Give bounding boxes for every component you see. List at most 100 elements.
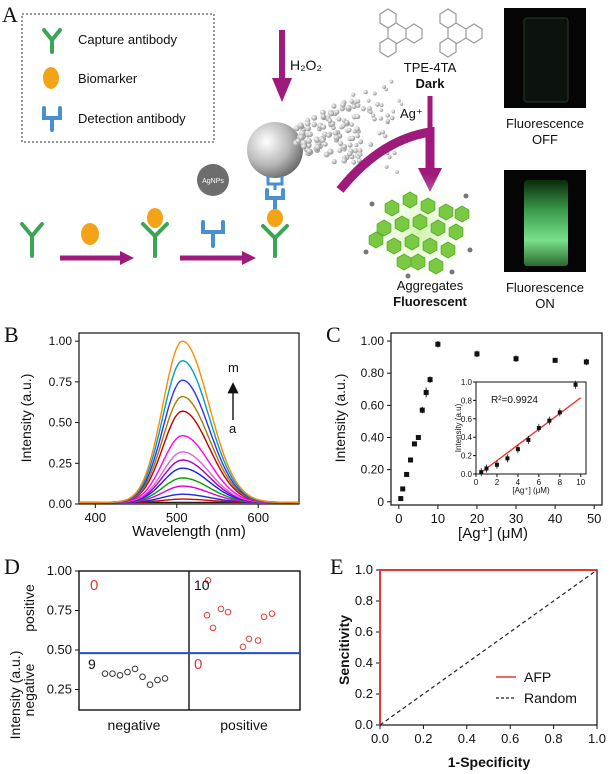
silver-particle bbox=[304, 120, 311, 127]
c-xtick-label: 0 bbox=[395, 511, 402, 526]
b-xlabel: Wavelength (nm) bbox=[132, 523, 246, 540]
silver-particle bbox=[375, 102, 380, 107]
silver-particle bbox=[351, 159, 357, 165]
silver-particle bbox=[379, 108, 384, 112]
e-lines bbox=[379, 569, 598, 726]
panel-a: A Capture antibody Biomarker Detection a… bbox=[2, 2, 586, 311]
c-point bbox=[427, 377, 433, 383]
b-spectrum-line bbox=[79, 360, 299, 504]
d-positive-point bbox=[239, 643, 247, 651]
silver-particle bbox=[378, 116, 384, 121]
silver-particle bbox=[336, 116, 342, 122]
d-xlabel-left: negative bbox=[108, 717, 161, 733]
silver-particle bbox=[306, 138, 312, 144]
ag-label: Ag⁺ bbox=[400, 106, 423, 121]
c-inset-ytick-label: 0.4 bbox=[461, 433, 473, 442]
e-xlabel: 1-Specificity bbox=[448, 754, 531, 770]
silver-particle bbox=[320, 137, 326, 143]
e-ylabel: Sencitivity bbox=[336, 615, 352, 685]
panel-e: E 0.0 0.2 0.4 0.6 0.8 1.0 0.0 0.2 0.4 0.6 0.8 1.0 A… bbox=[330, 554, 606, 770]
silver-particle bbox=[353, 148, 358, 154]
d-positive-point bbox=[224, 608, 232, 616]
silver-particle bbox=[320, 109, 326, 116]
c-point bbox=[423, 389, 429, 395]
fluor-off-line2: OFF bbox=[532, 132, 558, 147]
b-ytick-label: 0.75 bbox=[49, 375, 73, 389]
silver-particle bbox=[297, 122, 304, 129]
d-negative-point bbox=[154, 676, 161, 684]
silver-particle bbox=[372, 91, 377, 96]
silver-particle bbox=[384, 87, 389, 92]
workflow-biomarker-icon bbox=[81, 223, 99, 245]
d-ylabel-neg: negative bbox=[21, 663, 37, 716]
c-ylabel: Intensity (a.u.) bbox=[332, 374, 348, 463]
e-xtick-label: 0.8 bbox=[545, 731, 563, 746]
workflow-arrowhead-2 bbox=[242, 251, 256, 265]
e-xtick-label: 1.0 bbox=[588, 731, 606, 746]
workflow-capture-bound-icon bbox=[141, 208, 169, 258]
d-positive-point bbox=[268, 610, 276, 617]
silver-particle bbox=[385, 118, 391, 123]
fluor-off-line1: Fluorescence bbox=[506, 116, 584, 131]
silver-particle bbox=[354, 126, 360, 132]
c-point bbox=[400, 486, 406, 492]
aggregate-ring bbox=[440, 241, 456, 259]
e-xtick-label: 0.0 bbox=[371, 731, 389, 746]
silver-particle bbox=[382, 84, 387, 89]
aggregate-ring bbox=[386, 237, 402, 255]
c-point bbox=[398, 496, 404, 502]
c-point bbox=[583, 359, 589, 365]
silver-particle bbox=[360, 106, 366, 112]
silver-particle bbox=[321, 124, 327, 130]
capture-antibody-icon bbox=[42, 28, 62, 54]
silver-particle bbox=[354, 142, 359, 148]
b-axes bbox=[78, 332, 300, 505]
c-inset-xtick-label: 4 bbox=[516, 478, 521, 487]
d-ytick-label: 1.00 bbox=[47, 563, 72, 578]
workflow-detection-icon bbox=[201, 220, 225, 248]
c-inset-xtick-label: 8 bbox=[558, 478, 563, 487]
aggregate-ring bbox=[448, 223, 464, 241]
b-ticks: 400 500 600 0.00 0.25 0.50 0.75 1.00 bbox=[49, 334, 269, 525]
silver-particle bbox=[371, 113, 376, 118]
e-xtick-label: 0.6 bbox=[501, 731, 519, 746]
c-inset-point bbox=[536, 426, 541, 430]
b-spectrum-line bbox=[79, 410, 299, 504]
c-axes bbox=[390, 332, 603, 506]
silver-particle bbox=[379, 103, 384, 108]
silver-particle bbox=[357, 148, 363, 154]
silver-particle bbox=[363, 89, 368, 95]
d-xlabel-right: positive bbox=[220, 717, 268, 733]
silver-particle bbox=[351, 92, 356, 97]
c-point bbox=[411, 441, 417, 447]
aggregates-line2: Fluorescent bbox=[393, 294, 467, 309]
aggregates-line1: Aggregates bbox=[397, 278, 464, 293]
silver-particle bbox=[328, 110, 335, 117]
silver-ion-cloud bbox=[292, 79, 404, 174]
silver-particle bbox=[368, 109, 373, 115]
silver-particle bbox=[387, 155, 392, 160]
aggregate-ring bbox=[438, 203, 454, 221]
green-aggregates bbox=[363, 191, 473, 279]
c-xtick-label: 30 bbox=[509, 511, 523, 526]
silver-particle bbox=[346, 104, 352, 111]
ag-arrow bbox=[336, 126, 435, 193]
silver-particle bbox=[389, 79, 394, 84]
c-point bbox=[513, 356, 519, 362]
panel-c: C 0 10 20 30 40 50 0 0.20 0.40 0.60 0.80 1.00 0 2 4 6 8… bbox=[326, 322, 603, 542]
silver-particle bbox=[390, 115, 395, 121]
tpe-title: TPE-4TA bbox=[404, 60, 457, 75]
e-ytick-label: 1.0 bbox=[355, 562, 373, 577]
sphere-detection-antibody-icon bbox=[266, 176, 284, 190]
aggregate-ring bbox=[410, 253, 426, 271]
silver-particle bbox=[366, 98, 371, 103]
c-inset-xtick-label: 2 bbox=[495, 478, 500, 487]
d-positive-point bbox=[245, 635, 253, 643]
c-xtick-label: 10 bbox=[431, 511, 445, 526]
c-inset-axes bbox=[475, 381, 587, 475]
d-negative-point bbox=[116, 671, 124, 679]
b-ylabel: Intensity (a.u.) bbox=[18, 374, 34, 463]
aggregate-particle bbox=[369, 201, 375, 207]
d-positive-point bbox=[254, 637, 262, 644]
c-xtick-label: 50 bbox=[587, 511, 601, 526]
